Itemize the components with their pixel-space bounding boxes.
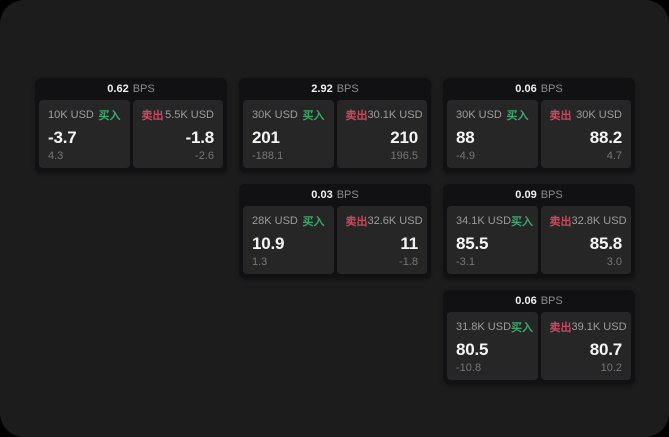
bps-unit-label: BPS: [336, 189, 359, 201]
quote-card: 0.62 BPS 10K USD 买入 -3.7 4.3 卖出 5.5K USD: [35, 78, 227, 172]
sell-panel[interactable]: 卖出 5.5K USD -1.8 -2.6: [132, 100, 223, 168]
sell-price: 80.7: [589, 340, 622, 359]
sell-panel[interactable]: 卖出 30K USD 88.2 4.7: [540, 100, 631, 168]
quote-panels: 30K USD 买入 201 -188.1 卖出 30.1K USD 210 1…: [239, 100, 431, 172]
card-header: 2.92 BPS: [239, 78, 431, 100]
bps-unit-label: BPS: [540, 189, 563, 201]
buy-label: 买入: [511, 322, 534, 334]
sell-sub-value: -2.6: [195, 150, 214, 162]
quote-card: 2.92 BPS 30K USD 买入 201 -188.1 卖出 30.1K …: [239, 78, 431, 172]
sell-panel[interactable]: 卖出 32.8K USD 85.8 3.0: [540, 206, 631, 274]
card-header: 0.06 BPS: [443, 78, 635, 100]
bps-unit-label: BPS: [132, 83, 155, 95]
buy-panel[interactable]: 10K USD 买入 -3.7 4.3: [39, 100, 130, 168]
buy-sub-value: -10.8: [456, 362, 482, 374]
sell-sub-value: 3.0: [606, 256, 622, 268]
bps-unit-label: BPS: [540, 295, 563, 307]
quote-card: 0.06 BPS 31.8K USD 买入 80.5 -10.8 卖出 39.1…: [443, 290, 635, 384]
quote-card: 0.06 BPS 30K USD 买入 88 -4.9 卖出 30K USD: [443, 78, 635, 172]
quote-card: 0.09 BPS 34.1K USD 买入 85.5 -3.1 卖出 32.8K…: [443, 184, 635, 278]
buy-label: 买入: [511, 216, 534, 228]
buy-sub-value: 4.3: [48, 150, 64, 162]
sell-sub-value: 4.7: [606, 150, 622, 162]
sell-amount: 32.6K USD: [367, 215, 423, 227]
buy-sub-value: -188.1: [252, 150, 284, 162]
sell-sub-value: 10.2: [600, 362, 622, 374]
buy-amount: 31.8K USD: [456, 321, 512, 333]
bps-spread-value: 0.06: [515, 295, 537, 307]
buy-sub-value: 1.3: [252, 256, 268, 268]
buy-price: 80.5: [456, 340, 489, 359]
sell-amount: 30.1K USD: [367, 109, 423, 121]
quote-panels: 28K USD 买入 10.9 1.3 卖出 32.6K USD 11 -1.8: [239, 206, 431, 278]
bps-spread-value: 0.06: [515, 83, 537, 95]
buy-panel[interactable]: 30K USD 买入 88 -4.9: [447, 100, 538, 168]
quote-panels: 30K USD 买入 88 -4.9 卖出 30K USD 88.2 4.7: [443, 100, 635, 172]
buy-panel[interactable]: 30K USD 买入 201 -188.1: [243, 100, 334, 168]
buy-amount: 10K USD: [48, 109, 94, 121]
quote-cards-grid: 0.62 BPS 10K USD 买入 -3.7 4.3 卖出 5.5K USD: [35, 78, 635, 384]
sell-panel[interactable]: 卖出 39.1K USD 80.7 10.2: [540, 312, 631, 380]
buy-price: 201: [252, 128, 280, 147]
sell-amount: 39.1K USD: [571, 321, 627, 333]
bps-spread-value: 0.03: [311, 189, 333, 201]
buy-panel[interactable]: 34.1K USD 买入 85.5 -3.1: [447, 206, 538, 274]
quote-panels: 34.1K USD 买入 85.5 -3.1 卖出 32.8K USD 85.8…: [443, 206, 635, 278]
card-header: 0.06 BPS: [443, 290, 635, 312]
sell-label: 卖出: [141, 110, 164, 122]
bps-spread-value: 0.62: [107, 83, 129, 95]
sell-price: 85.8: [589, 234, 622, 253]
buy-amount: 30K USD: [252, 109, 298, 121]
sell-panel[interactable]: 卖出 32.6K USD 11 -1.8: [336, 206, 427, 274]
sell-amount: 32.8K USD: [571, 215, 627, 227]
sell-label: 卖出: [549, 110, 572, 122]
sell-label: 卖出: [345, 110, 368, 122]
buy-panel[interactable]: 28K USD 买入 10.9 1.3: [243, 206, 334, 274]
quote-panels: 10K USD 买入 -3.7 4.3 卖出 5.5K USD -1.8 -2.…: [35, 100, 227, 172]
buy-price: 85.5: [456, 234, 489, 253]
buy-amount: 28K USD: [252, 215, 298, 227]
buy-sub-value: -3.1: [456, 256, 475, 268]
sell-sub-value: 196.5: [390, 150, 418, 162]
buy-label: 买入: [506, 110, 529, 122]
bps-spread-value: 0.09: [515, 189, 537, 201]
card-header: 0.03 BPS: [239, 184, 431, 206]
quote-panels: 31.8K USD 买入 80.5 -10.8 卖出 39.1K USD 80.…: [443, 312, 635, 384]
buy-label: 买入: [302, 216, 325, 228]
bps-spread-value: 2.92: [311, 83, 333, 95]
sell-label: 卖出: [345, 216, 368, 228]
buy-price: -3.7: [48, 128, 77, 147]
buy-price: 88: [456, 128, 475, 147]
buy-sub-value: -4.9: [456, 150, 475, 162]
sell-amount: 30K USD: [576, 109, 622, 121]
buy-panel[interactable]: 31.8K USD 买入 80.5 -10.8: [447, 312, 538, 380]
card-header: 0.09 BPS: [443, 184, 635, 206]
sell-label: 卖出: [549, 216, 572, 228]
card-header: 0.62 BPS: [35, 78, 227, 100]
bps-unit-label: BPS: [540, 83, 563, 95]
buy-price: 10.9: [252, 234, 285, 253]
buy-label: 买入: [98, 110, 121, 122]
sell-price: 88.2: [589, 128, 622, 147]
buy-amount: 30K USD: [456, 109, 502, 121]
sell-amount: 5.5K USD: [165, 109, 214, 121]
buy-amount: 34.1K USD: [456, 215, 512, 227]
sell-price: 210: [390, 128, 418, 147]
sell-sub-value: -1.8: [399, 256, 418, 268]
bps-unit-label: BPS: [336, 83, 359, 95]
sell-price: -1.8: [185, 128, 215, 147]
buy-label: 买入: [302, 110, 325, 122]
sell-label: 卖出: [549, 322, 572, 334]
sell-panel[interactable]: 卖出 30.1K USD 210 196.5: [336, 100, 427, 168]
quote-card: 0.03 BPS 28K USD 买入 10.9 1.3 卖出 32.6K US…: [239, 184, 431, 278]
sell-price: 11: [400, 234, 418, 253]
